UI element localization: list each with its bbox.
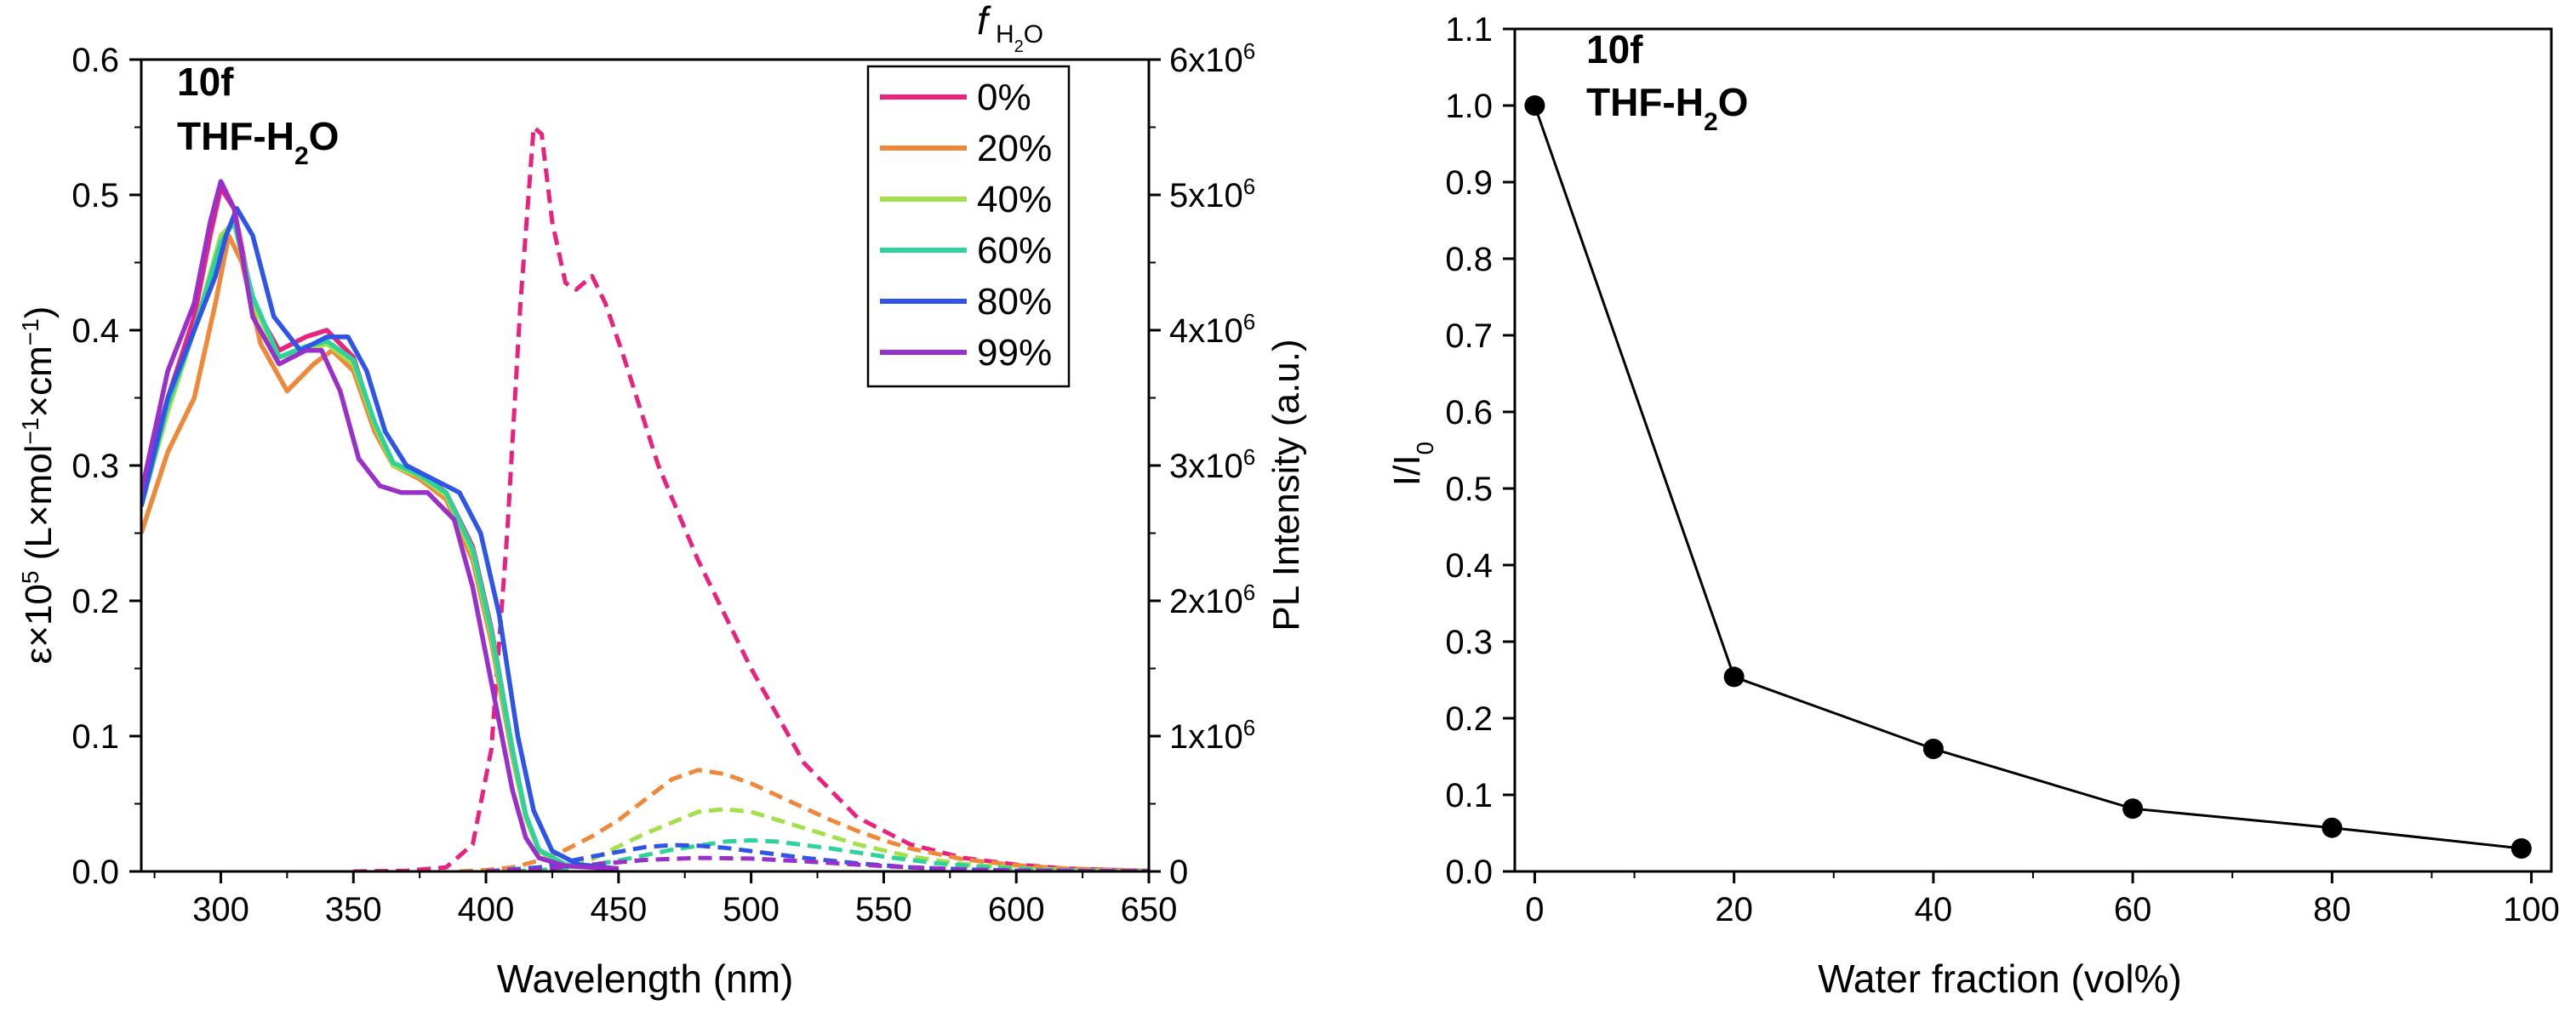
x-tick-label: 600: [988, 891, 1045, 928]
ratio-y-tick-label: 1.0: [1445, 88, 1493, 125]
legend-label: 60%: [977, 230, 1052, 271]
ratio-x-tick-label: 20: [1715, 891, 1753, 928]
y-tick-label: 0.4: [71, 312, 119, 350]
ratio-x-tick-label: 80: [2313, 891, 2351, 928]
left-chart: 300 350 400 450 500 550 600 650 0.0 0.1 0.2 0.3 0.4…: [17, 0, 1308, 1001]
ratio-data-point: [1723, 666, 1745, 688]
ratio-y-tick-label: 0.0: [1445, 854, 1493, 891]
right-y-axis-label-ratio: I/I0: [1386, 442, 1438, 486]
ratio-y-tick-label: 0.3: [1445, 624, 1493, 661]
absorbance-series-line: [141, 206, 620, 871]
legend-label: 99%: [977, 332, 1052, 374]
x-tick-label: 650: [1121, 891, 1178, 928]
ratio-line: [1533, 105, 2522, 850]
right-annotation-line2: THF-H2O: [1586, 80, 1748, 136]
legend-label: 40%: [977, 179, 1052, 220]
y-tick-label: 0.1: [71, 718, 119, 756]
right-tick-label: 6x106: [1169, 38, 1255, 79]
legend-label: 20%: [977, 128, 1052, 169]
x-tick-label: 350: [325, 891, 382, 928]
right-x-ticks: 0 20 40 60 80 100: [1525, 871, 2560, 928]
right-tick-label: 4x106: [1169, 309, 1255, 350]
right-y-ticks: 0 1x106 2x106 3x106 4x106 5x106 6x106: [1149, 38, 1255, 891]
right-tick-label: 1x106: [1169, 715, 1255, 756]
right-plot-frame: [1513, 27, 2553, 873]
right-annotation-line1: 10f: [1586, 27, 1643, 71]
y-tick-label: 0.0: [71, 854, 119, 891]
x-tick-label: 300: [192, 891, 249, 928]
absorbance-series-line: [141, 179, 619, 871]
ratio-y-tick-label: 0.7: [1445, 317, 1493, 355]
ratio-y-tick-label: 0.1: [1445, 777, 1493, 814]
ratio-x-tick-label: 0: [1525, 891, 1544, 928]
x-tick-label: 450: [590, 891, 647, 928]
pl-series-line: [353, 125, 1149, 871]
ratio-y-tick-label: 1.1: [1445, 11, 1493, 49]
ratio-data-point: [1922, 739, 1944, 759]
legend-box: [866, 65, 1071, 388]
ratio-x-tick-label: 60: [2114, 891, 2152, 928]
ratio-y-tick-label: 0.9: [1445, 164, 1493, 202]
legend: f H2O 0% 20% 40% 60% 80% 99%: [866, 0, 1071, 388]
x-tick-label: 500: [723, 891, 780, 928]
ratio-y-tick-label: 0.4: [1445, 547, 1493, 585]
absorbance-series-group: [141, 179, 620, 871]
right-chart: 0 20 40 60 80 100 0.0 0.1 0.2 0.3 0.4 0.5 0.6 0.7 0.8…: [1386, 11, 2560, 1001]
y-tick-label: 0.2: [71, 583, 119, 620]
ratio-y-tick-label: 0.5: [1445, 471, 1493, 508]
ratio-data-point: [1524, 95, 1545, 116]
ratio-data-point: [2510, 838, 2532, 859]
left-y-ticks: 0.0 0.1 0.2 0.3 0.4 0.5 0.6: [71, 42, 141, 891]
x-tick-label: 400: [458, 891, 515, 928]
absorbance-series-line: [141, 186, 619, 871]
left-x-ticks: 300 350 400 450 500 550 600 650: [153, 871, 1178, 928]
right-tick-label: 5x106: [1169, 174, 1255, 214]
right-tick-label: 3x106: [1169, 444, 1255, 485]
legend-title: f: [977, 0, 991, 43]
left-y-axis-label: ε×105 (L×mol−1×cm−1): [17, 306, 60, 665]
absorbance-series-line: [141, 232, 619, 871]
x-tick-label: 550: [855, 891, 912, 928]
ratio-points: [1524, 95, 2532, 859]
right-y-axis-label: PL Intensity (a.u.): [1265, 339, 1307, 631]
ratio-data-point: [2322, 817, 2343, 838]
right-tick-label: 0: [1169, 854, 1188, 891]
ratio-y-tick-label: 0.6: [1445, 394, 1493, 431]
legend-label: 80%: [977, 281, 1052, 323]
right-x-axis-label: Water fraction (vol%): [1818, 957, 2182, 1001]
right-y-ticks-group: 0.0 0.1 0.2 0.3 0.4 0.5 0.6 0.7 0.8 0.9 1.0 1.1: [1445, 11, 1515, 891]
legend-title-subscript: H2O: [996, 20, 1043, 56]
left-annotation-line1: 10f: [177, 60, 234, 104]
ratio-x-tick-label: 100: [2503, 891, 2560, 928]
right-tick-label: 2x106: [1169, 580, 1255, 620]
left-x-axis-label: Wavelength (nm): [497, 957, 794, 1001]
ratio-data-point: [2122, 798, 2144, 820]
ratio-y-tick-label: 0.2: [1445, 700, 1493, 738]
legend-items: 0% 20% 40% 60% 80% 99%: [880, 77, 1052, 374]
legend-label: 0%: [977, 77, 1031, 118]
y-tick-label: 0.5: [71, 177, 119, 214]
ratio-y-tick-label: 0.8: [1445, 241, 1493, 278]
ratio-x-tick-label: 40: [1915, 891, 1953, 928]
pl-series-line: [512, 837, 1149, 871]
left-annotation-line2: THF-H2O: [177, 114, 339, 170]
y-tick-label: 0.3: [71, 448, 119, 485]
y-tick-label: 0.6: [71, 42, 119, 79]
